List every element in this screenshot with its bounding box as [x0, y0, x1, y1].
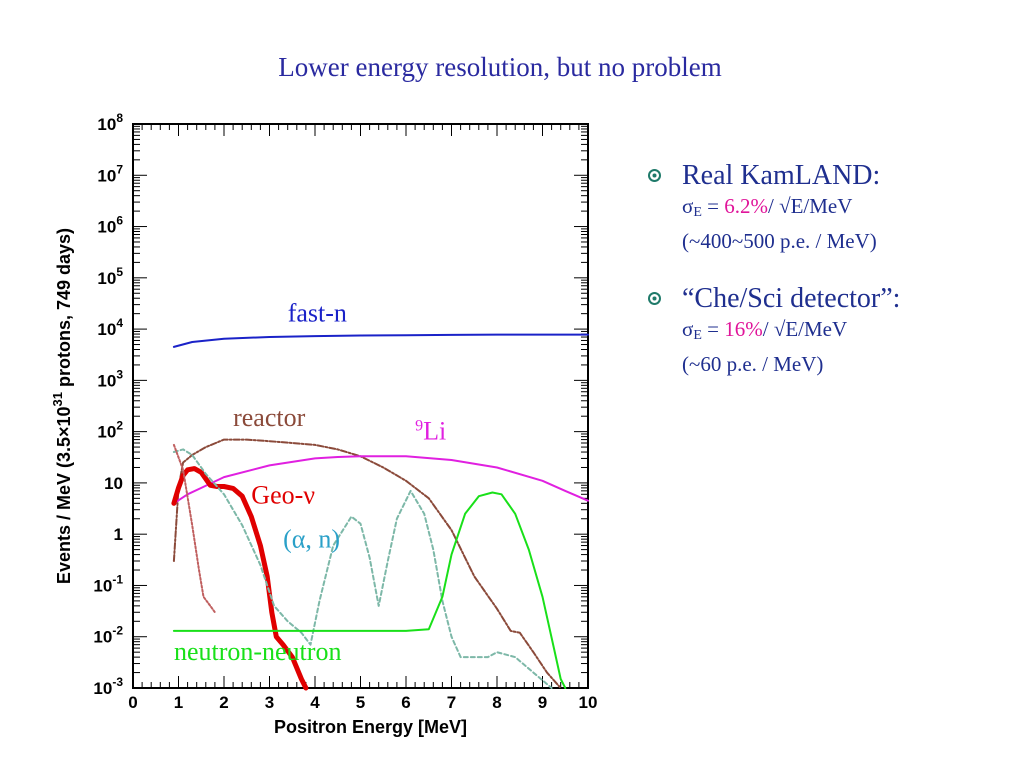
y-tick-label: 1	[114, 525, 123, 544]
series-line-alpha_n_low	[172, 443, 216, 614]
bullet-real-kamland: Real KamLAND: σE = 6.2%/ √E/MeV (~400~50…	[648, 160, 1018, 255]
photoelectron-note: (~60 p.e. / MeV)	[682, 352, 824, 376]
x-tick-label: 10	[579, 693, 598, 712]
series-labels: fast-n reactor 9Li Geo-ν (α, n) neutron-neutr…	[174, 299, 446, 667]
x-tick-label: 0	[128, 693, 137, 712]
series-label-fast_n: fast-n	[288, 299, 347, 328]
y-tick-label: 107	[97, 162, 123, 185]
sigma-symbol: σ	[682, 194, 694, 218]
series-label-alpha_n: (α, n)	[283, 524, 340, 553]
axis-ticks: 0 1 2 3 4 5 6 7 8 9 10 10-3 10-2 10-1 1 10 102 103 104 105 1…	[93, 111, 597, 712]
photoelectron-note: (~400~500 p.e. / MeV)	[682, 229, 877, 253]
x-tick-label: 2	[219, 693, 228, 712]
x-tick-label: 4	[310, 693, 320, 712]
sigma-subscript: E	[693, 328, 702, 343]
axis-labels: Positron Energy [MeV] Events / MeV (3.5×1…	[50, 228, 467, 737]
x-tick-label: 9	[538, 693, 547, 712]
y-tick-label: 108	[97, 111, 123, 134]
y-tick-label: 105	[97, 265, 123, 288]
bullet-list: Real KamLAND: σE = 6.2%/ √E/MeV (~400~50…	[648, 160, 1018, 406]
x-tick-label: 8	[492, 693, 501, 712]
plot-frame	[132, 123, 589, 689]
sigma-symbol: σ	[682, 317, 694, 341]
spiral-bullet-icon	[648, 292, 661, 305]
series-line-geo_nu	[171, 466, 309, 691]
series-lines	[171, 333, 589, 691]
series-line-nn	[172, 491, 567, 689]
y-tick-label: 102	[97, 419, 123, 442]
series-label-nn: neutron-neutron	[174, 637, 342, 666]
slide-title: Lower energy resolution, but no problem	[278, 52, 722, 82]
equals-sign: =	[701, 317, 725, 341]
x-tick-label: 6	[401, 693, 410, 712]
bullet-heading: Real KamLAND:	[682, 160, 881, 191]
x-axis-label: Positron Energy [MeV]	[274, 717, 467, 737]
x-tick-label: 5	[356, 693, 365, 712]
x-tick-label: 7	[447, 693, 456, 712]
sigma-subscript: E	[693, 205, 702, 220]
x-tick-label: 1	[174, 693, 183, 712]
resolution-formula: σE = 6.2%/ √E/MeV	[682, 192, 1018, 227]
plot-border	[132, 123, 589, 689]
y-axis-label: Events / MeV (3.5×1031 protons, 749 days…	[50, 228, 74, 584]
resolution-value: 6.2%	[724, 194, 768, 218]
bullet-heading: “Che/Sci detector”:	[682, 283, 901, 314]
series-line-li9	[172, 455, 589, 505]
y-tick-label: 106	[97, 214, 123, 237]
bullet-che-sci-detector: “Che/Sci detector”: σE = 16%/ √E/MeV (~6…	[648, 283, 1018, 378]
equals-sign: =	[701, 194, 725, 218]
y-tick-label: 10-3	[93, 675, 123, 698]
y-tick-label: 104	[97, 316, 123, 339]
y-tick-label: 10	[104, 474, 123, 493]
y-tick-label: 10-2	[93, 624, 123, 647]
y-tick-label: 103	[97, 367, 123, 390]
resolution-unit: / √E/MeV	[762, 317, 848, 341]
series-label-geo_nu: Geo-ν	[251, 480, 315, 509]
x-tick-label: 3	[265, 693, 274, 712]
resolution-unit: / √E/MeV	[767, 194, 853, 218]
resolution-formula: σE = 16%/ √E/MeV	[682, 315, 1018, 350]
spiral-bullet-icon	[648, 169, 661, 182]
series-label-reactor: reactor	[233, 403, 306, 432]
series-line-alpha_n	[172, 448, 553, 689]
series-line-fast_n	[172, 333, 589, 348]
resolution-value: 16%	[724, 317, 763, 341]
series-label-li9: 9Li	[415, 417, 446, 446]
y-tick-label: 10-1	[93, 572, 123, 595]
